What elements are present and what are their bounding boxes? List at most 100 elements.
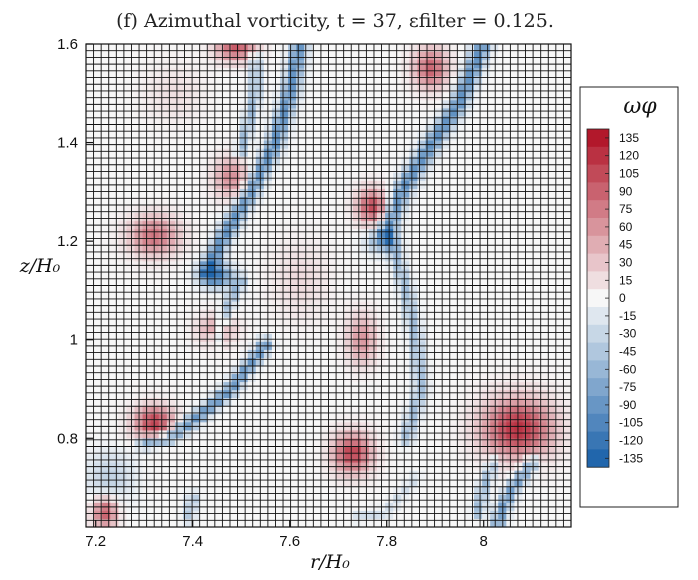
- heatmap-cell: [94, 470, 103, 480]
- heatmap-cell: [490, 229, 499, 238]
- heatmap-cell: [86, 414, 95, 423]
- heatmap-cell: [239, 68, 249, 77]
- colorbar-swatch: [587, 307, 609, 326]
- heatmap-cell: [183, 309, 192, 319]
- heatmap-cell: [118, 293, 128, 303]
- heatmap-cell: [174, 366, 184, 375]
- heatmap-cell: [465, 188, 475, 198]
- heatmap-cell: [514, 52, 524, 61]
- heatmap-cell: [336, 164, 346, 174]
- heatmap-cell: [401, 108, 410, 118]
- heatmap-cell: [449, 454, 459, 464]
- heatmap-cell: [344, 245, 354, 254]
- heatmap-cell: [562, 237, 572, 246]
- heatmap-cell: [328, 245, 338, 254]
- heatmap-cell: [183, 494, 192, 504]
- heatmap-cell: [352, 84, 362, 93]
- heatmap-cell: [86, 108, 95, 118]
- heatmap-cell: [368, 148, 378, 158]
- heatmap-cell: [118, 406, 128, 415]
- heatmap-cell: [280, 478, 289, 488]
- heatmap-cell: [393, 430, 402, 440]
- colorbar-label: 15: [619, 273, 633, 287]
- heatmap-cell: [474, 333, 483, 343]
- heatmap-cell: [401, 430, 410, 440]
- heatmap-cell: [247, 277, 257, 287]
- heatmap-cell: [320, 269, 330, 279]
- heatmap-cell: [166, 470, 176, 480]
- heatmap-cell: [474, 349, 483, 359]
- heatmap-cell: [336, 277, 346, 287]
- heatmap-cell: [328, 277, 338, 287]
- x-tick-label: 7.8: [376, 533, 397, 550]
- heatmap-cell: [166, 196, 176, 206]
- heatmap-cell: [191, 229, 200, 238]
- heatmap-cell: [457, 285, 467, 295]
- heatmap-cell: [166, 366, 176, 375]
- colorbar-swatch: [587, 253, 609, 272]
- heatmap-cell: [352, 470, 362, 480]
- heatmap-cell: [344, 229, 354, 238]
- heatmap-cell: [393, 205, 402, 214]
- heatmap-cell: [465, 366, 475, 375]
- heatmap-cell: [126, 406, 136, 415]
- heatmap-cell: [110, 213, 119, 222]
- heatmap-cell: [401, 438, 410, 448]
- heatmap-cell: [482, 293, 491, 303]
- heatmap-cell: [474, 44, 483, 53]
- heatmap-cell: [271, 237, 281, 246]
- heatmap-cell: [352, 374, 362, 383]
- heatmap-cell: [482, 188, 491, 198]
- heatmap-cell: [231, 164, 241, 174]
- heatmap-cell: [207, 76, 216, 85]
- heatmap-cell: [474, 414, 483, 423]
- heatmap-cell: [231, 277, 241, 287]
- heatmap-cell: [393, 84, 402, 93]
- heatmap-cell: [183, 470, 192, 480]
- heatmap-cell: [296, 494, 305, 504]
- heatmap-cell: [247, 390, 257, 399]
- heatmap-cell: [231, 84, 241, 93]
- heatmap-cell: [166, 398, 176, 407]
- x-tick-label: 8: [480, 533, 488, 550]
- heatmap-cell: [118, 253, 128, 262]
- heatmap-cell: [441, 124, 451, 134]
- heatmap-cell: [328, 156, 338, 166]
- heatmap-cell: [344, 148, 354, 158]
- heatmap-cell: [554, 414, 564, 423]
- heatmap-cell: [199, 229, 208, 238]
- heatmap-cell: [296, 454, 305, 464]
- heatmap-cell: [231, 486, 241, 496]
- heatmap-cell: [94, 494, 103, 504]
- heatmap-cell: [490, 374, 499, 383]
- heatmap-cell: [425, 52, 435, 61]
- heatmap-cell: [183, 245, 192, 254]
- heatmap-cell: [215, 116, 225, 126]
- heatmap-cell: [474, 253, 483, 262]
- heatmap-cell: [199, 164, 208, 174]
- heatmap-cell: [393, 349, 402, 359]
- heatmap-cell: [166, 446, 176, 456]
- heatmap-cell: [118, 478, 128, 488]
- colorbar-swatch: [587, 235, 609, 254]
- heatmap-cell: [158, 446, 168, 456]
- heatmap-cell: [150, 108, 160, 118]
- heatmap-cell: [554, 92, 564, 101]
- heatmap-cell: [126, 309, 136, 319]
- heatmap-cell: [474, 76, 483, 85]
- heatmap-cell: [174, 510, 184, 520]
- heatmap-cell: [150, 309, 160, 319]
- heatmap-cell: [360, 229, 370, 238]
- heatmap-cell: [368, 172, 378, 182]
- heatmap-cell: [522, 84, 532, 93]
- heatmap-cell: [328, 518, 338, 528]
- heatmap-cell: [118, 325, 128, 335]
- heatmap-cell: [86, 245, 95, 254]
- heatmap-cell: [409, 357, 419, 367]
- heatmap-cell: [425, 414, 435, 423]
- x-tick-label: 7.6: [279, 533, 300, 550]
- heatmap-cell: [166, 132, 176, 142]
- heatmap-cell: [425, 406, 435, 415]
- heatmap-cell: [150, 454, 160, 464]
- heatmap-cell: [360, 52, 370, 61]
